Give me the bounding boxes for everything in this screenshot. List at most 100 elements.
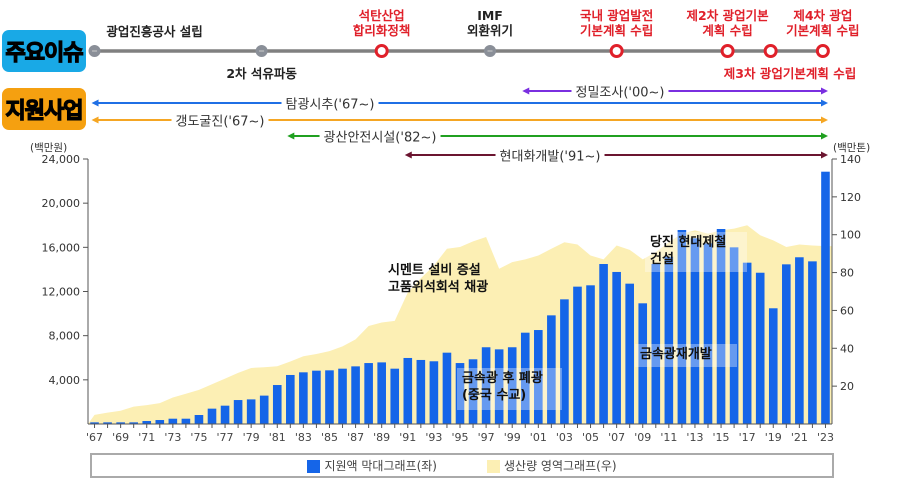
event-text: 제2차 광업기본	[686, 8, 769, 23]
event-text: 석탄산업	[358, 8, 405, 23]
support-bar-2003	[560, 299, 569, 424]
support-bar-2001	[534, 330, 543, 424]
x-tick-label: '69	[112, 431, 129, 444]
x-tick-label: '17	[739, 431, 756, 444]
program-label: 갱도굴진('67~)	[171, 110, 269, 130]
x-tick-label: '77	[217, 431, 234, 444]
arrow-left-icon	[287, 132, 295, 140]
support-bar-2002	[547, 315, 556, 424]
program-label: 정밀조사('00~)	[571, 81, 669, 101]
legend: 지원액 막대그래프(좌) 생산량 영역그래프(우)	[90, 453, 834, 478]
timeline-event-label: 석탄산업 합리화정책	[353, 8, 411, 38]
support-bar-1973	[168, 418, 178, 424]
annotation-dangjin: 당진 현대제철 건설	[645, 232, 747, 272]
arrow-right-icon	[821, 151, 828, 159]
support-bar-1972	[155, 420, 165, 424]
timeline-event-label: IMF 외환위기	[467, 8, 513, 38]
support-bar-2014	[703, 243, 713, 424]
support-badge: 지원사업	[2, 88, 86, 130]
support-bar-1976	[207, 408, 217, 424]
support-bar-2004	[573, 286, 582, 424]
left-axis-unit: (백만원)	[30, 142, 68, 154]
timeline-marker-icon	[815, 44, 830, 58]
right-tick-label: 80	[840, 267, 854, 280]
right-tick-label: 40	[840, 342, 854, 355]
support-bar-2012	[677, 229, 687, 424]
x-tick-label: '97	[478, 431, 495, 444]
program-label: 탐광시추('67~)	[281, 93, 379, 113]
support-bar-1996	[468, 359, 478, 424]
timeline-event-label: 제3차 광업기본계획 수립	[724, 66, 856, 81]
annotation-metal-redevelop: 금속광재개발	[635, 344, 737, 367]
arrow-left-icon	[404, 151, 412, 159]
support-bar-1982	[286, 374, 295, 424]
annotation-metal-closure: 금속광 후 폐광 (중국 수교)	[457, 368, 562, 410]
support-bar-1989	[377, 362, 386, 424]
issues-badge: 주요이슈	[2, 30, 86, 72]
timeline-marker-icon	[374, 44, 389, 58]
x-tick-label: '79	[243, 431, 260, 444]
timeline-marker-icon	[609, 44, 624, 58]
support-bar-2008	[625, 283, 634, 424]
support-bar-2009	[638, 303, 648, 424]
support-bar-2021	[795, 257, 804, 424]
support-bar-2006	[599, 264, 608, 424]
support-bar-1995	[455, 363, 465, 424]
support-bar-1977	[220, 405, 230, 424]
support-bar-1979	[246, 399, 256, 424]
timeline-event-label: 제4차 광업 기본계획 수립	[786, 8, 859, 38]
x-tick-label: '13	[686, 431, 703, 444]
support-bar-2013	[690, 238, 700, 424]
event-text: 광업진흥공사 설립	[106, 24, 203, 39]
support-bar-1974	[181, 418, 191, 424]
support-bar-2019	[768, 308, 778, 424]
event-text: 외환위기	[467, 23, 514, 38]
support-bar-2010	[651, 264, 661, 424]
right-tick-label: 60	[840, 304, 854, 317]
left-tick-label: 16,000	[42, 241, 81, 254]
support-bar-1997	[481, 347, 491, 424]
event-text: 기본계획 수립	[579, 23, 654, 38]
support-bar-1983	[299, 372, 308, 424]
support-bar-1978	[233, 400, 243, 424]
support-bar-1967	[90, 422, 99, 424]
event-text: 제4차 광업	[793, 8, 853, 23]
arrow-left-icon	[522, 87, 530, 95]
x-tick-label: '85	[321, 431, 338, 444]
right-tick-label: 100	[840, 229, 861, 242]
event-text: IMF	[477, 8, 503, 23]
support-bar-1994	[442, 352, 452, 424]
timeline-event-label: 2차 석유파동	[226, 66, 297, 81]
support-bar-1971	[142, 421, 152, 424]
x-tick-label: '07	[608, 431, 625, 444]
support-bar-2020	[782, 264, 791, 424]
support-bar-1998	[494, 349, 504, 424]
annotation-cement: 시멘트 설비 증설 고품위석회석 채광	[388, 263, 489, 295]
x-tick-label: '01	[530, 431, 547, 444]
support-bar-1980	[259, 395, 269, 424]
timeline-event-label: 광업진흥공사 설립	[106, 24, 202, 39]
support-bar-1991	[403, 357, 413, 424]
arrow-right-icon	[821, 132, 828, 140]
timeline-event-label: 국내 광업발전 기본계획 수립	[580, 8, 653, 38]
support-bar-2018	[755, 272, 765, 424]
support-bar-1992	[416, 359, 426, 424]
legend-item-area: 생산량 영역그래프(우)	[487, 457, 617, 474]
support-bar-1985	[325, 370, 334, 424]
support-bar-1986	[338, 368, 347, 424]
x-tick-label: '81	[269, 431, 286, 444]
left-tick-label: 12,000	[42, 286, 81, 299]
support-bar-2005	[586, 285, 595, 424]
support-bar-2023	[821, 171, 830, 424]
timeline-marker-icon	[763, 44, 778, 58]
support-bar-2022	[808, 261, 817, 424]
support-bar-1981	[272, 385, 282, 424]
support-bar-1993	[429, 361, 439, 424]
x-tick-label: '93	[425, 431, 442, 444]
x-tick-label: '87	[347, 431, 364, 444]
x-tick-label: '83	[295, 431, 312, 444]
x-tick-label: '09	[634, 431, 651, 444]
x-tick-label: '99	[504, 431, 521, 444]
x-tick-label: '67	[86, 431, 103, 444]
